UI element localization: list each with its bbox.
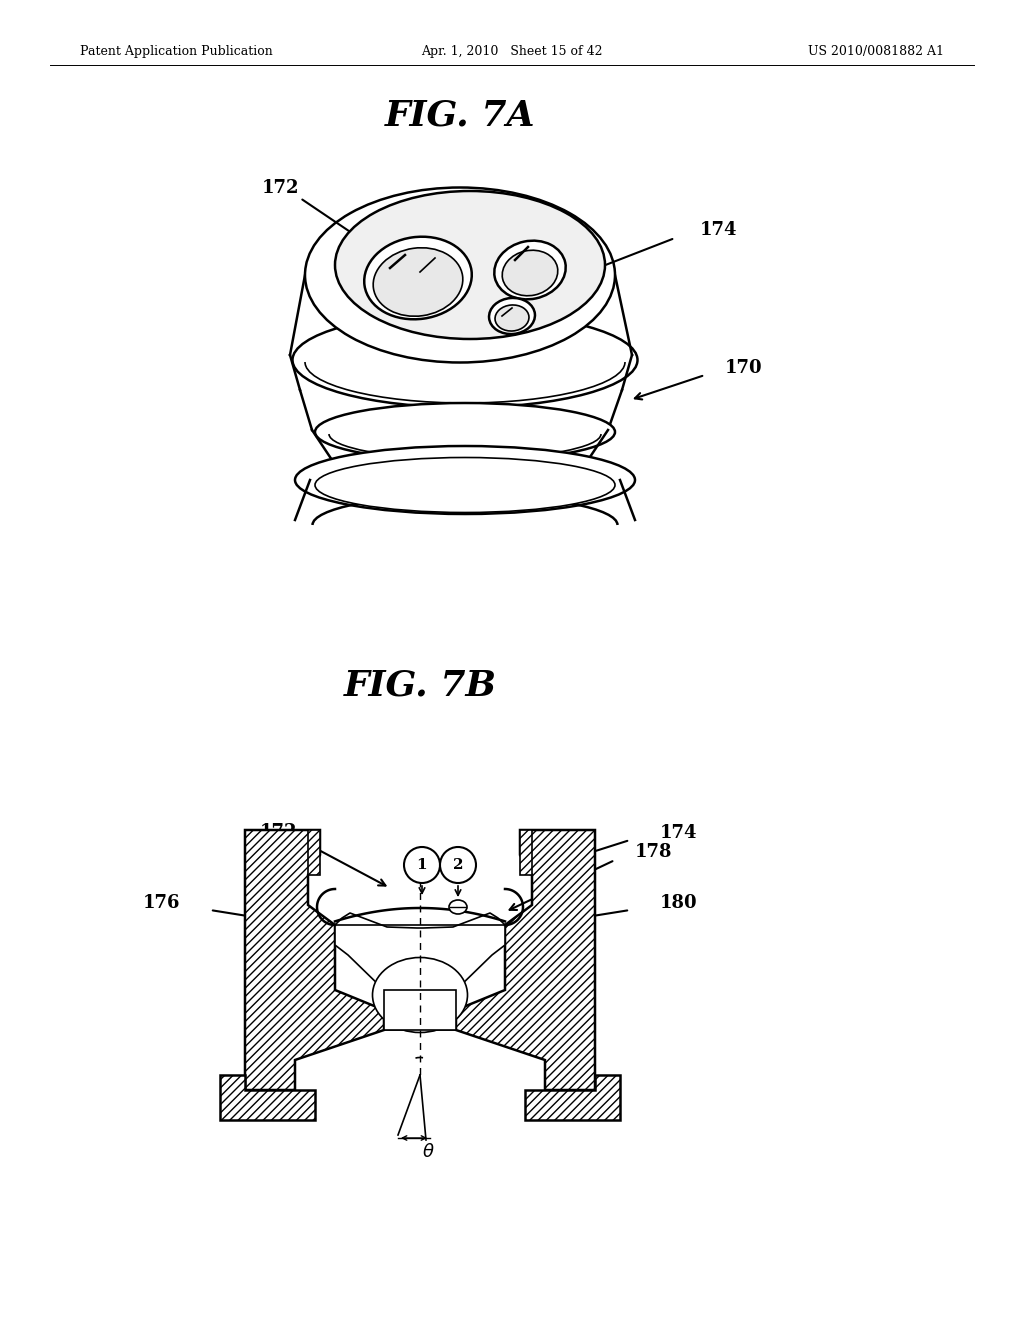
Polygon shape xyxy=(220,1074,315,1119)
Ellipse shape xyxy=(373,957,468,1032)
Polygon shape xyxy=(520,830,532,875)
Ellipse shape xyxy=(315,403,615,461)
Text: 172: 172 xyxy=(259,822,297,841)
Text: 177: 177 xyxy=(271,1104,309,1121)
Ellipse shape xyxy=(365,236,472,319)
Ellipse shape xyxy=(295,446,635,513)
Polygon shape xyxy=(384,990,456,1030)
Ellipse shape xyxy=(495,305,529,331)
Ellipse shape xyxy=(449,900,467,913)
Text: FIG. 7B: FIG. 7B xyxy=(343,668,497,702)
Ellipse shape xyxy=(502,251,558,296)
Polygon shape xyxy=(245,830,384,1090)
Polygon shape xyxy=(308,830,319,875)
Text: $\theta$: $\theta$ xyxy=(422,1143,434,1162)
Text: 1: 1 xyxy=(417,858,427,873)
Text: 174: 174 xyxy=(700,220,737,239)
Ellipse shape xyxy=(335,191,605,339)
Text: Patent Application Publication: Patent Application Publication xyxy=(80,45,272,58)
Polygon shape xyxy=(335,925,505,1030)
Text: US 2010/0081882 A1: US 2010/0081882 A1 xyxy=(808,45,944,58)
Ellipse shape xyxy=(489,298,535,334)
Text: 180: 180 xyxy=(660,894,697,912)
Circle shape xyxy=(440,847,476,883)
Text: 176: 176 xyxy=(142,894,180,912)
Text: 172: 172 xyxy=(261,180,299,197)
Text: Apr. 1, 2010   Sheet 15 of 42: Apr. 1, 2010 Sheet 15 of 42 xyxy=(421,45,603,58)
Polygon shape xyxy=(456,830,595,1090)
Ellipse shape xyxy=(495,240,565,300)
Text: 170: 170 xyxy=(725,359,763,378)
Ellipse shape xyxy=(373,248,463,317)
Ellipse shape xyxy=(305,187,615,363)
Text: FIG. 7A: FIG. 7A xyxy=(385,98,536,132)
Polygon shape xyxy=(525,1074,620,1119)
Circle shape xyxy=(404,847,440,883)
Text: 2: 2 xyxy=(453,858,463,873)
Ellipse shape xyxy=(315,458,615,512)
Ellipse shape xyxy=(293,313,638,408)
Text: 174: 174 xyxy=(660,824,697,842)
Text: 178: 178 xyxy=(635,843,673,861)
